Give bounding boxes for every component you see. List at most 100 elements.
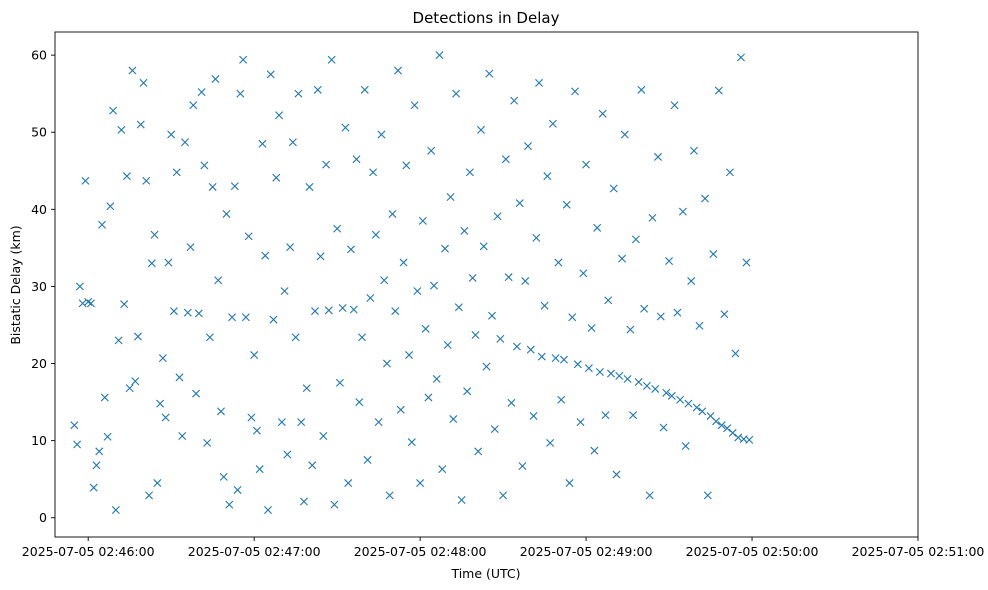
- data-point-marker: [413, 287, 422, 296]
- data-point-marker: [266, 70, 275, 79]
- data-point-marker: [283, 450, 292, 459]
- data-point-marker: [659, 423, 668, 432]
- data-point-marker: [490, 425, 499, 434]
- data-point-marker: [111, 506, 120, 515]
- data-point-marker: [333, 224, 342, 233]
- data-point-marker: [526, 345, 535, 354]
- data-point-marker: [258, 139, 267, 148]
- data-point-marker: [261, 251, 270, 260]
- plot-area-frame: [54, 31, 919, 538]
- data-point-marker: [269, 315, 278, 324]
- data-point-marker: [463, 387, 472, 396]
- data-point-marker: [604, 296, 613, 305]
- data-point-marker: [665, 256, 674, 265]
- data-point-marker: [299, 497, 308, 506]
- data-point-marker: [120, 300, 129, 309]
- data-point-marker: [496, 334, 505, 343]
- data-point-marker: [324, 306, 333, 315]
- data-point-marker: [642, 381, 651, 390]
- data-point-marker: [595, 368, 604, 376]
- data-point-marker: [380, 276, 389, 285]
- data-point-marker: [510, 96, 519, 105]
- data-point-marker: [701, 194, 710, 203]
- data-point-marker: [438, 465, 447, 474]
- data-point-marker: [427, 146, 436, 155]
- data-point-marker: [618, 254, 627, 263]
- data-point-marker: [482, 362, 491, 371]
- data-point-marker: [518, 462, 527, 471]
- data-point-marker: [385, 491, 394, 500]
- data-point-marker: [667, 391, 676, 400]
- data-point-marker: [676, 395, 685, 404]
- data-point-marker: [391, 307, 400, 316]
- data-point-marker: [703, 491, 712, 500]
- y-tick-label: 30: [31, 279, 47, 294]
- data-point-marker: [546, 438, 555, 447]
- data-point-marker: [698, 407, 707, 416]
- data-point-marker: [211, 75, 220, 84]
- data-point-marker: [593, 223, 602, 232]
- data-point-marker: [548, 119, 557, 128]
- data-point-marker: [529, 411, 538, 420]
- data-point-marker: [402, 161, 411, 170]
- data-point-marker: [535, 78, 544, 87]
- data-point-marker: [291, 333, 300, 342]
- data-point-marker: [164, 258, 173, 267]
- data-point-marker: [305, 182, 314, 191]
- data-point-marker: [172, 168, 181, 177]
- data-point-marker: [734, 433, 743, 442]
- y-tick-label: 60: [31, 48, 47, 63]
- data-point-marker: [241, 313, 250, 322]
- data-point-marker: [681, 442, 690, 451]
- data-point-marker: [131, 377, 140, 386]
- data-point-marker: [167, 130, 176, 139]
- data-point-marker: [582, 160, 591, 169]
- data-point-marker: [540, 301, 549, 310]
- data-point-marker: [377, 130, 386, 139]
- data-point-marker: [493, 212, 502, 221]
- data-point-marker: [335, 378, 344, 387]
- data-point-marker: [161, 413, 170, 422]
- data-point-marker: [515, 199, 524, 208]
- data-point-marker: [175, 373, 184, 382]
- y-axis: 0 10 20 30 40 50 60: [31, 48, 55, 525]
- data-point-marker: [302, 384, 311, 393]
- data-point-marker: [399, 258, 408, 267]
- data-point-marker: [250, 351, 259, 360]
- data-point-marker: [590, 446, 599, 455]
- data-point-marker: [714, 86, 723, 95]
- data-point-marker: [355, 398, 364, 407]
- data-point-marker: [247, 413, 256, 422]
- y-tick-label: 20: [31, 356, 47, 371]
- data-point-marker: [322, 160, 331, 169]
- data-point-marker: [216, 407, 225, 416]
- data-point-marker: [634, 378, 643, 387]
- data-point-marker: [457, 496, 466, 504]
- data-point-marker: [316, 252, 325, 261]
- data-point-marker: [684, 399, 693, 408]
- data-point-marker: [488, 311, 497, 320]
- data-point-marker: [725, 168, 734, 177]
- data-point-marker: [153, 479, 162, 488]
- data-point-marker: [133, 332, 142, 341]
- data-point-marker: [374, 418, 383, 427]
- data-point-marker: [656, 312, 665, 321]
- data-point-marker: [286, 243, 295, 252]
- data-point-marker: [125, 384, 134, 393]
- data-point-marker: [363, 455, 372, 464]
- data-point-marker: [194, 309, 203, 318]
- data-point-marker: [584, 364, 593, 373]
- data-point-marker: [189, 101, 198, 110]
- data-point-marker: [571, 87, 580, 96]
- data-point-marker: [369, 168, 378, 177]
- data-point-marker: [86, 299, 95, 308]
- data-point-marker: [352, 155, 361, 164]
- data-point-marker: [236, 89, 245, 98]
- data-point-marker: [579, 269, 588, 278]
- data-point-marker: [736, 53, 745, 62]
- data-point-marker: [219, 472, 228, 481]
- data-point-marker: [504, 273, 513, 282]
- x-tick-label: 2025-07-05 02:47:00: [188, 544, 321, 559]
- data-point-marker: [454, 303, 463, 312]
- x-tick-label: 2025-07-05 02:51:00: [852, 544, 985, 559]
